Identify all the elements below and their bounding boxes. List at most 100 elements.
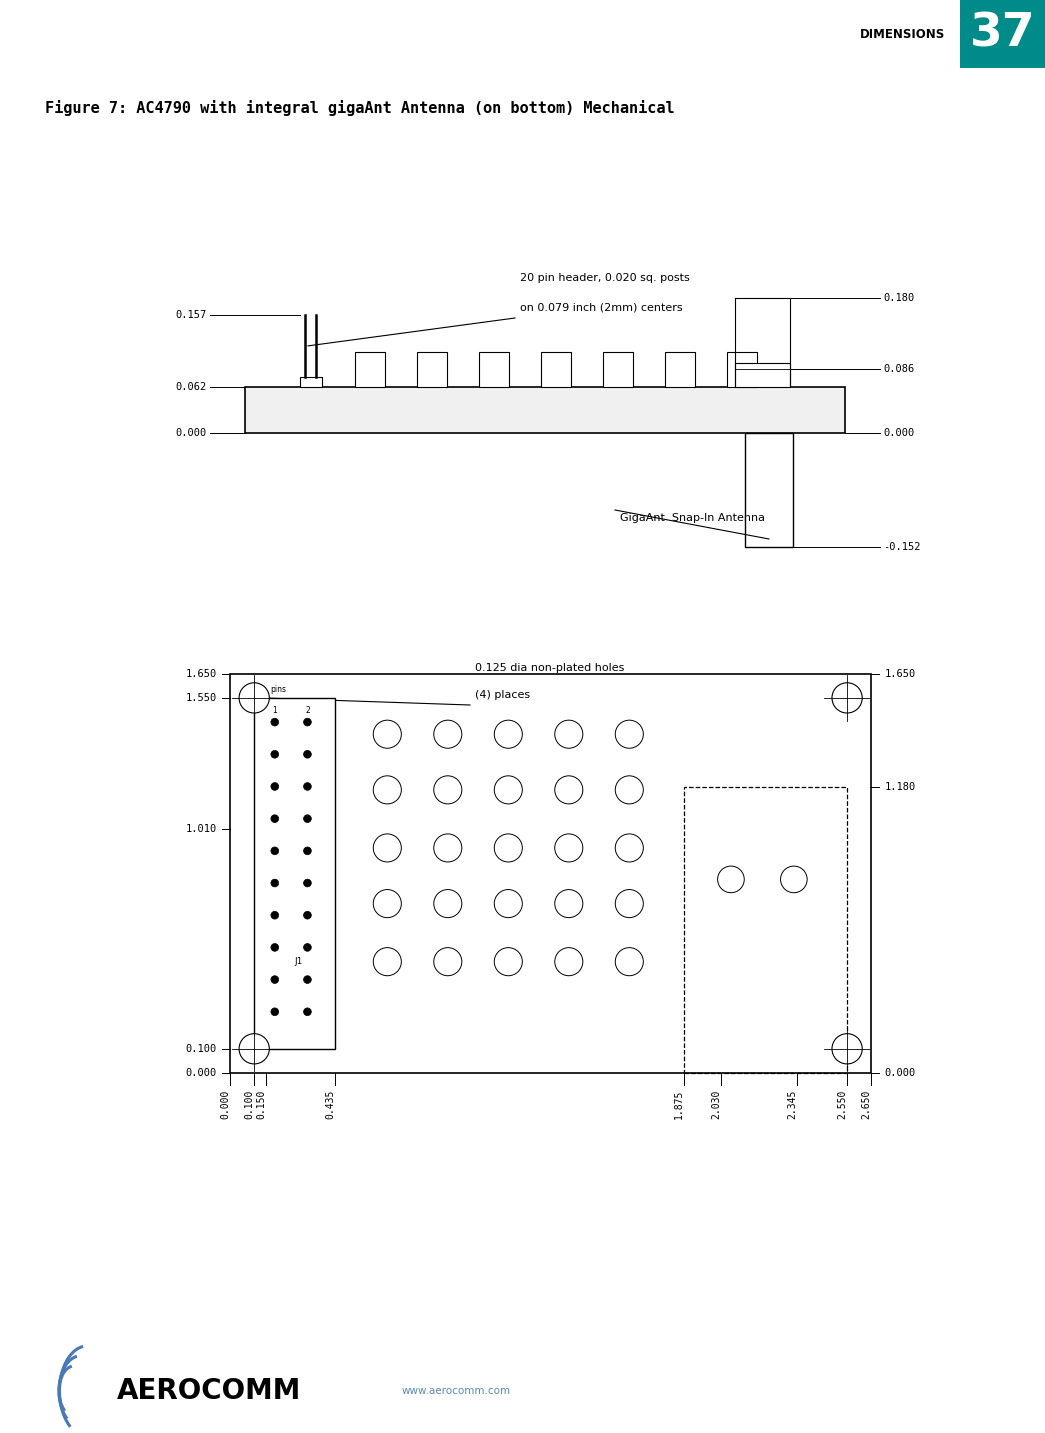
Circle shape (271, 943, 279, 952)
Text: 1.010: 1.010 (186, 824, 217, 834)
Text: 0.000: 0.000 (186, 1068, 217, 1078)
Circle shape (434, 721, 462, 748)
Bar (541, 351, 571, 387)
Text: 0.000: 0.000 (883, 428, 914, 438)
Text: pins: pins (271, 685, 286, 694)
Text: -0.152: -0.152 (883, 542, 921, 552)
Bar (735, 363, 790, 387)
Text: 0.000: 0.000 (220, 1091, 230, 1119)
Text: Figure 7: AC4790 with integral gigaAnt Antenna (on bottom) Mechanical: Figure 7: AC4790 with integral gigaAnt A… (45, 100, 675, 116)
Bar (479, 351, 509, 387)
Circle shape (373, 775, 401, 804)
Circle shape (271, 880, 279, 887)
Circle shape (303, 847, 311, 854)
Circle shape (434, 947, 462, 976)
Text: 0.157: 0.157 (176, 311, 207, 320)
Text: AEROCOMM: AEROCOMM (117, 1377, 301, 1404)
Text: 0.000: 0.000 (176, 428, 207, 438)
Circle shape (303, 782, 311, 791)
Text: 0.100: 0.100 (245, 1091, 254, 1119)
Bar (745, 433, 793, 547)
Circle shape (555, 721, 583, 748)
Text: 2: 2 (305, 706, 309, 715)
Circle shape (239, 682, 270, 714)
Bar (665, 351, 695, 387)
Circle shape (494, 721, 522, 748)
Text: 0.180: 0.180 (883, 292, 914, 302)
Circle shape (555, 834, 583, 863)
Circle shape (494, 890, 522, 917)
Circle shape (303, 815, 311, 823)
Text: 1.180: 1.180 (884, 782, 915, 792)
Circle shape (303, 1007, 311, 1016)
Bar (245, 387, 845, 433)
Text: 1.875: 1.875 (674, 1091, 683, 1119)
Circle shape (832, 682, 862, 714)
Circle shape (303, 911, 311, 919)
Text: DIMENSIONS: DIMENSIONS (860, 27, 945, 40)
Text: 0.086: 0.086 (883, 364, 914, 374)
Circle shape (373, 890, 401, 917)
Text: 1.650: 1.650 (884, 669, 915, 679)
Bar (254, 698, 335, 1049)
Text: 1.650: 1.650 (186, 669, 217, 679)
Circle shape (718, 866, 744, 893)
Circle shape (616, 947, 644, 976)
Circle shape (494, 947, 522, 976)
Bar (603, 351, 633, 387)
Text: 1: 1 (273, 706, 277, 715)
Circle shape (271, 815, 279, 823)
Circle shape (616, 834, 644, 863)
Text: 20 pin header, 0.020 sq. posts: 20 pin header, 0.020 sq. posts (520, 274, 690, 282)
Circle shape (303, 943, 311, 952)
Text: (4) places: (4) places (475, 691, 530, 699)
Text: 0.100: 0.100 (186, 1043, 217, 1053)
Bar (960, 0, 1045, 67)
Text: 0.150: 0.150 (256, 1091, 266, 1119)
Text: 0.000: 0.000 (884, 1068, 915, 1078)
Text: 2.345: 2.345 (788, 1091, 797, 1119)
Circle shape (239, 1033, 270, 1063)
Circle shape (555, 775, 583, 804)
Circle shape (434, 775, 462, 804)
Circle shape (494, 775, 522, 804)
Circle shape (616, 721, 644, 748)
Text: J1: J1 (295, 957, 303, 966)
Text: 1.550: 1.550 (186, 694, 217, 704)
Circle shape (303, 976, 311, 983)
Text: 2.550: 2.550 (837, 1091, 847, 1119)
Text: on 0.079 inch (2mm) centers: on 0.079 inch (2mm) centers (520, 302, 682, 312)
Circle shape (616, 890, 644, 917)
Bar (300, 377, 322, 387)
Circle shape (271, 718, 279, 727)
Bar (355, 351, 385, 387)
Text: 0.435: 0.435 (325, 1091, 335, 1119)
Circle shape (434, 834, 462, 863)
Text: GigaAnt  Snap-In Antenna: GigaAnt Snap-In Antenna (620, 513, 765, 523)
Circle shape (616, 775, 644, 804)
Text: 2.650: 2.650 (861, 1091, 872, 1119)
Circle shape (303, 718, 311, 727)
Text: 37: 37 (970, 11, 1036, 56)
Circle shape (271, 1007, 279, 1016)
Bar (230, 674, 872, 1073)
Circle shape (555, 890, 583, 917)
Circle shape (271, 782, 279, 791)
Circle shape (373, 947, 401, 976)
Circle shape (271, 976, 279, 983)
Circle shape (494, 834, 522, 863)
Circle shape (832, 1033, 862, 1063)
Circle shape (271, 911, 279, 919)
Circle shape (271, 751, 279, 758)
Bar (417, 351, 447, 387)
Circle shape (271, 847, 279, 854)
Circle shape (555, 947, 583, 976)
Text: 2.030: 2.030 (712, 1091, 721, 1119)
Bar (727, 351, 757, 387)
Text: 0.125 dia non-plated holes: 0.125 dia non-plated holes (475, 663, 624, 674)
Circle shape (781, 866, 807, 893)
Circle shape (373, 721, 401, 748)
Circle shape (434, 890, 462, 917)
Text: www.aerocomm.com: www.aerocomm.com (402, 1386, 511, 1396)
Text: 0.062: 0.062 (176, 381, 207, 391)
